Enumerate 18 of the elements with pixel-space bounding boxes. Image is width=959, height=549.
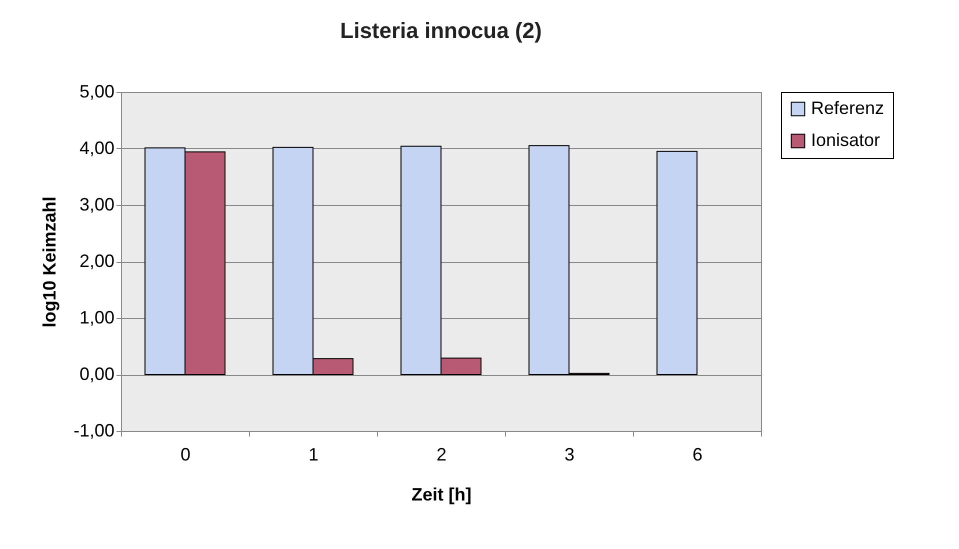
y-tick-label: 0,00 bbox=[79, 364, 114, 384]
y-tick-label: 1,00 bbox=[79, 308, 114, 328]
bar bbox=[656, 150, 698, 375]
y-axis-title: log10 Keimzahl bbox=[39, 196, 60, 328]
y-tick-label: -1,00 bbox=[73, 420, 114, 440]
y-tick-label: 4,00 bbox=[79, 138, 114, 158]
legend-label: Referenz bbox=[811, 98, 884, 118]
legend-label: Ionisator bbox=[811, 130, 880, 150]
x-tick-label: 0 bbox=[180, 444, 191, 464]
x-tick-label: 3 bbox=[564, 444, 575, 464]
y-tick-label: 3,00 bbox=[79, 194, 114, 214]
y-tick-label: 5,00 bbox=[79, 82, 114, 102]
x-tick-label: 2 bbox=[436, 444, 447, 464]
x-tick-label: 6 bbox=[692, 444, 703, 464]
y-tick-label: 2,00 bbox=[79, 251, 114, 271]
x-axis-title: Zeit [h] bbox=[412, 484, 472, 504]
x-tick-label: 1 bbox=[308, 444, 319, 464]
chart-title: Listeria innocua (2) bbox=[340, 18, 542, 43]
